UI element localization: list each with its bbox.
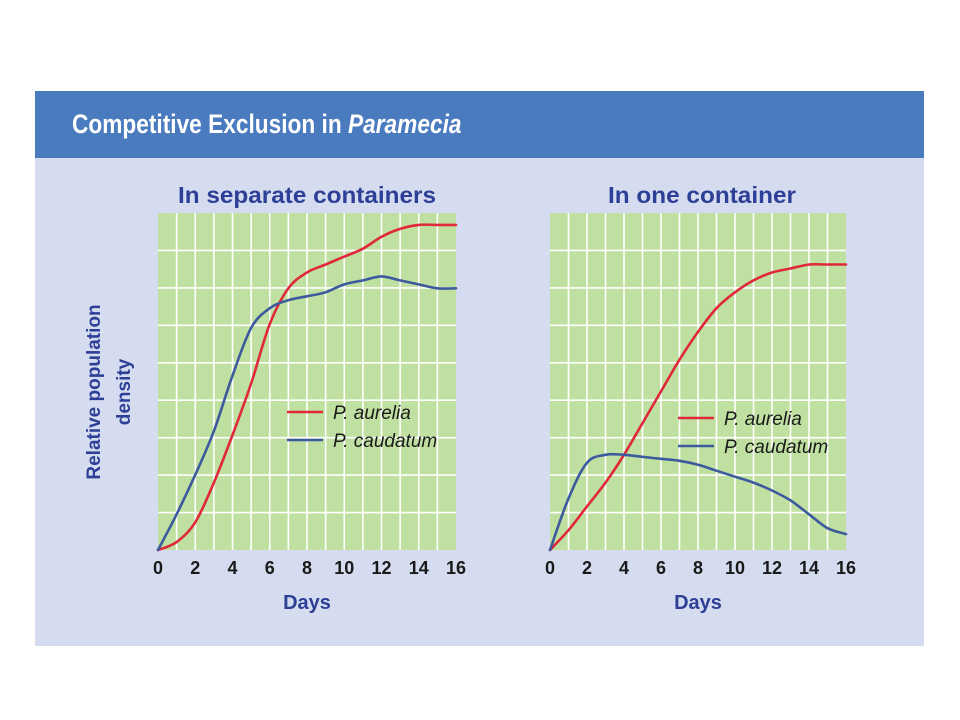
x-tick-label: 12 bbox=[762, 558, 782, 578]
series-line-p-caudatum bbox=[156, 275, 458, 552]
title-banner: Competitive Exclusion in Paramecia bbox=[35, 91, 924, 158]
figure-title: Competitive Exclusion in Paramecia bbox=[72, 111, 461, 138]
x-tick-label: 2 bbox=[190, 558, 200, 578]
x-tick-label: 10 bbox=[725, 558, 745, 578]
x-tick-label: 6 bbox=[265, 558, 275, 578]
legend-label-p-caudatum: P. caudatum bbox=[333, 431, 437, 452]
x-tick-label: 6 bbox=[656, 558, 666, 578]
x-axis-label-1: Days bbox=[283, 592, 331, 614]
x-tick-label: 4 bbox=[227, 558, 237, 578]
x-tick-label: 4 bbox=[619, 558, 629, 578]
x-tick-label: 2 bbox=[582, 558, 592, 578]
figure-title-italic: Paramecia bbox=[347, 109, 462, 139]
x-tick-label: 12 bbox=[371, 558, 391, 578]
x-tick-label: 16 bbox=[446, 558, 466, 578]
x-tick-label: 16 bbox=[836, 558, 856, 578]
series-line-p-aurelia bbox=[156, 223, 458, 552]
x-axis-label-2: Days bbox=[674, 592, 722, 614]
figure-title-main: Competitive Exclusion in bbox=[72, 109, 348, 139]
y-axis-label-line-1: Relative population bbox=[84, 304, 105, 479]
x-tick-label: 0 bbox=[153, 558, 163, 578]
x-tick-label: 0 bbox=[545, 558, 555, 578]
panel-title-2: In one container bbox=[608, 182, 796, 208]
x-tick-label: 14 bbox=[799, 558, 819, 578]
x-tick-label: 8 bbox=[302, 558, 312, 578]
x-tick-label: 10 bbox=[334, 558, 354, 578]
y-axis-label-line-2: density bbox=[114, 358, 135, 425]
series-line-p-aurelia bbox=[548, 262, 848, 552]
x-tick-label: 14 bbox=[409, 558, 429, 578]
series-line-p-caudatum bbox=[548, 452, 848, 552]
legend-label-p-aurelia: P. aurelia bbox=[724, 409, 802, 430]
panel-title-1: In separate containers bbox=[178, 182, 436, 208]
legend-label-p-caudatum: P. caudatum bbox=[724, 437, 828, 458]
x-tick-label: 8 bbox=[693, 558, 703, 578]
legend-label-p-aurelia: P. aurelia bbox=[333, 403, 411, 424]
